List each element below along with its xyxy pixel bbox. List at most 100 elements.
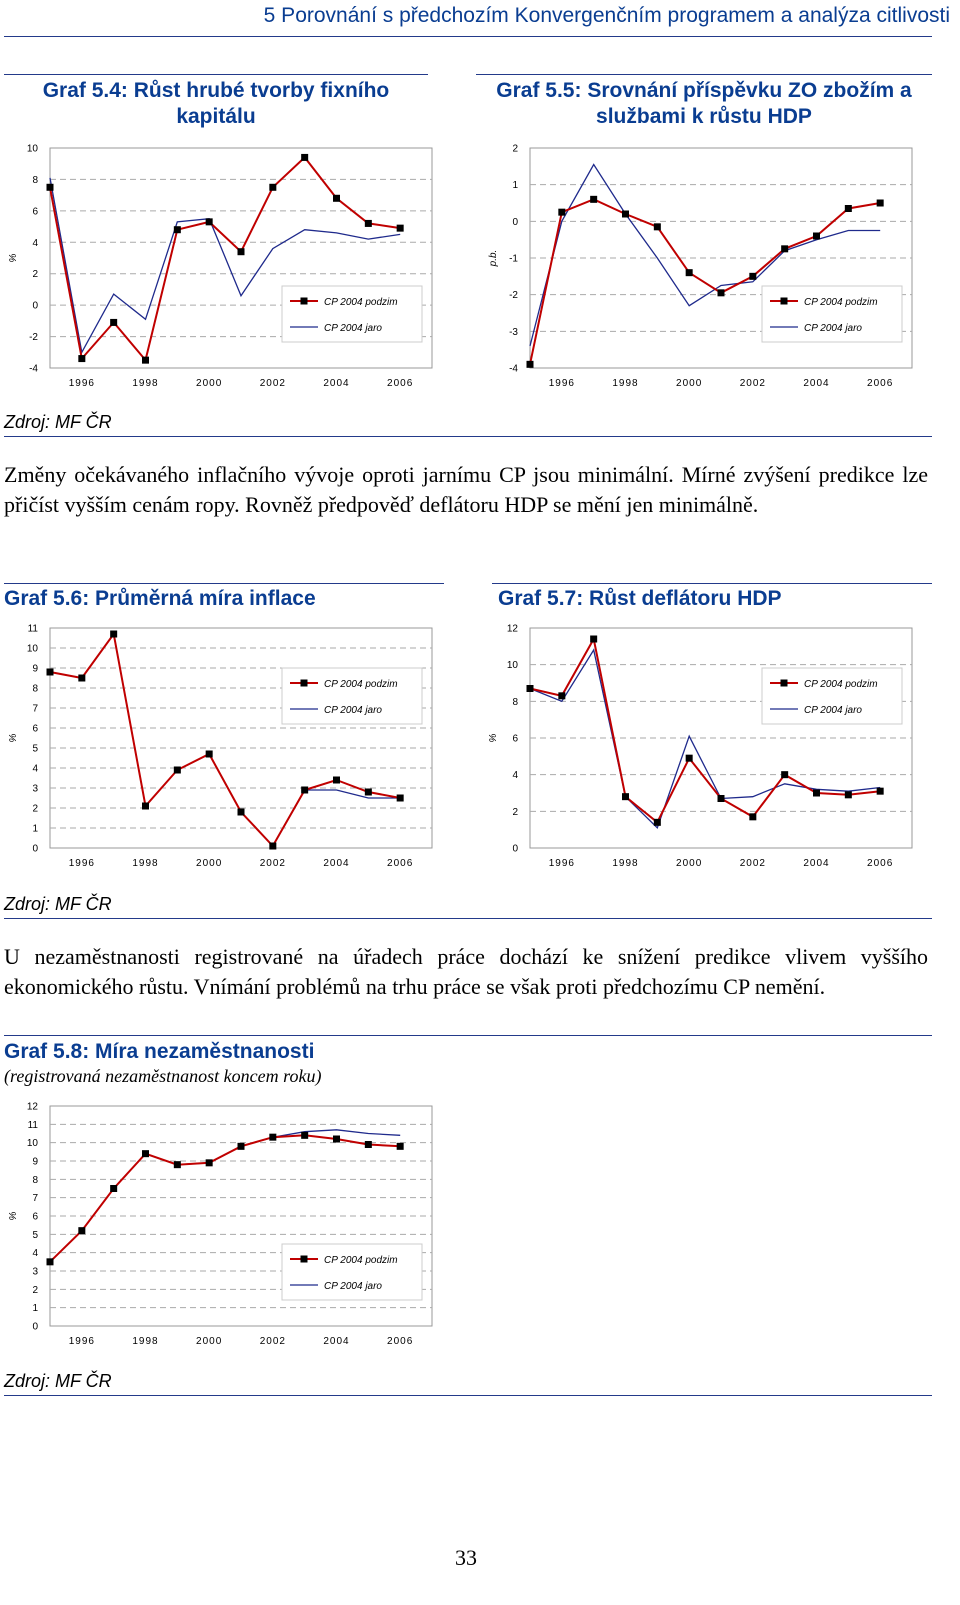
series-line-podzim: [49, 631, 401, 848]
y-axis-label: p.b.: [488, 250, 499, 268]
graf54-source: Zdroj: MF ČR: [4, 412, 112, 432]
header-rule: [4, 36, 932, 37]
data-point-marker: [749, 813, 757, 821]
x-tick-label: 2000: [676, 378, 702, 389]
data-point-marker: [333, 776, 340, 784]
series-line-podzim: [529, 198, 881, 365]
data-point-marker: [526, 360, 534, 368]
data-point-marker: [46, 183, 54, 191]
page-number: 33: [455, 1545, 477, 1570]
y-tick-label: 1: [32, 824, 38, 835]
y-tick-label: 12: [507, 624, 519, 635]
data-point-marker: [396, 794, 404, 802]
y-tick-label: 10: [27, 144, 39, 155]
legend-box: [281, 1243, 423, 1301]
y-tick-label: 5: [32, 744, 38, 755]
data-point-marker: [78, 674, 86, 682]
y-tick-label: 2: [32, 1285, 38, 1296]
data-point-marker: [110, 1185, 118, 1192]
data-point-marker: [590, 635, 598, 643]
data-point-marker: [622, 793, 629, 801]
y-tick-label: 3: [32, 1267, 38, 1278]
y-tick-label: 1: [32, 1303, 38, 1314]
data-point-marker: [364, 219, 372, 227]
graf56-top-rule: [4, 583, 444, 584]
x-tick-label: 2006: [387, 858, 413, 869]
data-point-marker: [653, 818, 661, 826]
series-line-podzim: [49, 1134, 401, 1263]
data-point-marker: [78, 355, 86, 363]
data-point-marker: [813, 789, 820, 797]
chart-graf57: 0 2 4 6 8 10 12 1996 1998 2000 2002 2004 2006% CP 200…: [488, 624, 913, 869]
y-tick-label: 0: [512, 844, 518, 855]
y-tick-label: 4: [32, 764, 38, 775]
legend-label: CP 2004 podzim: [324, 297, 398, 308]
y-tick-label: 1: [512, 180, 518, 191]
y-tick-label: 12: [27, 1102, 39, 1113]
data-point-marker: [301, 153, 309, 161]
y-axis-label: %: [8, 733, 19, 742]
data-point-marker: [844, 205, 852, 212]
y-tick-label: 4: [512, 770, 518, 781]
data-point-marker: [717, 289, 725, 297]
data-point-marker: [333, 194, 340, 202]
x-tick-label: 2000: [676, 858, 702, 869]
y-tick-label: 2: [512, 807, 518, 818]
x-tick-label: 1998: [612, 378, 638, 389]
series-line-jaro: [49, 632, 401, 848]
y-tick-label: 4: [32, 1248, 38, 1259]
data-point-marker: [558, 208, 566, 216]
y-tick-label: 9: [32, 664, 38, 675]
legend-swatch-marker: [300, 297, 308, 305]
y-axis-label: %: [488, 733, 499, 742]
data-point-marker: [590, 195, 598, 203]
y-tick-label: 11: [28, 1120, 39, 1131]
legend-box: [281, 667, 423, 725]
y-tick-label: 6: [32, 206, 38, 217]
y-tick-label: 0: [32, 1322, 38, 1333]
data-point-marker: [110, 318, 118, 326]
data-point-marker: [396, 1142, 404, 1150]
y-tick-label: 2: [32, 804, 38, 815]
y-tick-label: 8: [32, 175, 38, 186]
y-tick-label: -3: [509, 327, 518, 338]
legend-label: CP 2004 podzim: [324, 1255, 398, 1266]
x-tick-label: 2000: [196, 858, 222, 869]
data-point-marker: [205, 218, 213, 226]
y-tick-label: -2: [509, 290, 518, 301]
x-tick-label: 2006: [867, 858, 893, 869]
y-tick-label: 10: [507, 660, 519, 671]
x-tick-label: 1996: [69, 858, 95, 869]
graf57-title: Graf 5.7: Růst deflátoru HDP: [498, 587, 782, 610]
y-tick-label: 8: [32, 1175, 38, 1186]
legend-label: CP 2004 jaro: [804, 323, 862, 334]
x-tick-label: 2002: [260, 858, 286, 869]
graf58-title: Graf 5.8: Míra nezaměstnanosti: [4, 1040, 315, 1063]
data-point-marker: [717, 795, 725, 802]
x-tick-label: 1998: [612, 858, 638, 869]
y-tick-label: 4: [32, 238, 38, 249]
series-line-jaro: [49, 1129, 401, 1263]
series-line-jaro: [49, 177, 401, 355]
legend-box: [761, 667, 903, 725]
data-point-marker: [237, 808, 245, 816]
y-tick-label: 6: [32, 1212, 38, 1223]
data-point-marker: [526, 685, 534, 692]
x-tick-label: 2004: [323, 378, 349, 389]
x-tick-label: 2004: [323, 858, 349, 869]
legend-swatch-marker: [300, 1255, 308, 1263]
data-point-marker: [333, 1135, 340, 1143]
x-tick-label: 2002: [260, 1336, 286, 1347]
y-tick-label: 0: [32, 844, 38, 855]
y-tick-label: -1: [509, 254, 518, 265]
legend-box: [281, 285, 423, 343]
data-point-marker: [46, 1258, 54, 1266]
y-tick-label: 11: [28, 624, 39, 635]
y-tick-label: 0: [512, 217, 518, 228]
data-point-marker: [173, 766, 181, 774]
y-tick-label: -4: [29, 364, 38, 375]
section-rule-1: [4, 436, 932, 437]
section-rule-3: [4, 1395, 932, 1396]
series-line-jaro: [529, 163, 881, 347]
y-tick-label: -2: [29, 332, 38, 343]
